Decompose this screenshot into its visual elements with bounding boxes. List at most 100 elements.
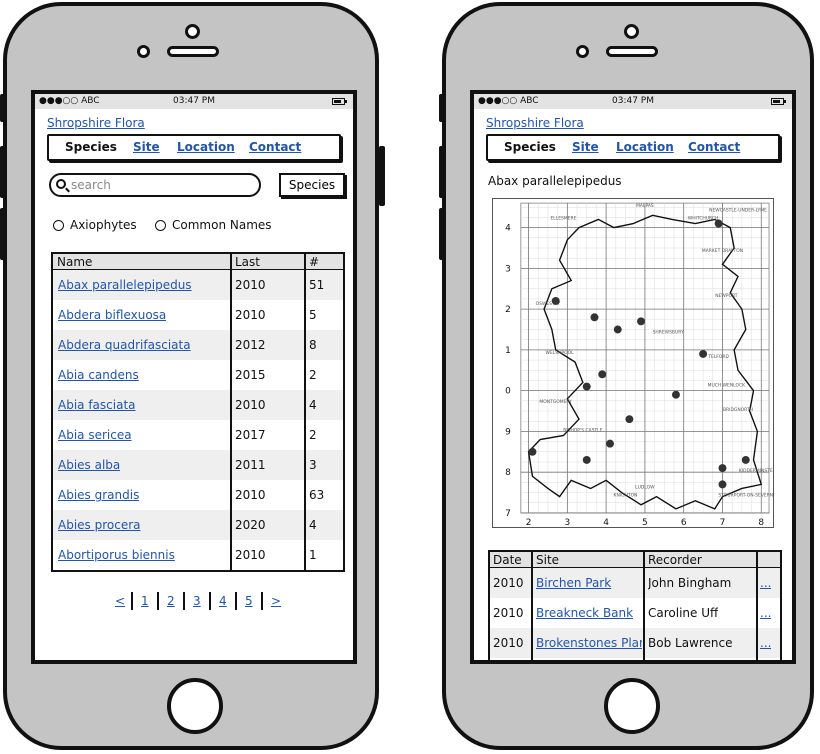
site-link[interactable]: Birchen Park: [536, 576, 612, 590]
last-record-year: 2010: [235, 548, 266, 562]
y-tick-label: 1: [505, 346, 511, 356]
recorder-name: Bob Lawrence: [648, 636, 733, 650]
search-box: [49, 173, 261, 197]
place-label: TELFORD: [707, 354, 729, 360]
site-link[interactable]: Breakneck Bank: [536, 606, 634, 620]
place-label: ELLESMERE: [550, 215, 576, 221]
page-next-link[interactable]: >: [271, 594, 282, 608]
home-button[interactable]: [604, 678, 660, 734]
search-icon: [56, 179, 66, 189]
page-link-3[interactable]: 3: [193, 594, 201, 608]
y-tick-label: 8: [505, 468, 511, 478]
radio-circle-icon: [53, 219, 64, 231]
last-record-year: 2011: [235, 458, 266, 472]
y-tick-label: 4: [505, 224, 511, 234]
nav-bar: Species Site Location Contact: [486, 134, 780, 161]
tab-location[interactable]: Location: [177, 140, 235, 154]
place-label: NEWCASTLE-UNDER-LYME: [709, 207, 767, 213]
more-link[interactable]: ...: [760, 576, 772, 590]
species-name-link[interactable]: Abortiporus biennis: [58, 548, 175, 562]
pager-divider: [209, 592, 211, 610]
last-record-year: 2010: [235, 278, 266, 292]
battery-icon: [771, 98, 786, 105]
x-tick-label: 5: [642, 518, 648, 528]
species-name-link[interactable]: Abia fasciata: [58, 398, 136, 412]
table-row: Abies alba 2011 3: [53, 450, 343, 480]
table-row: 2010 Birchen Park John Bingham...: [490, 568, 780, 598]
battery-icon: [332, 98, 347, 105]
species-name-link[interactable]: Abdera quadrifasciata: [58, 338, 191, 352]
species-name-link[interactable]: Abia candens: [58, 368, 139, 382]
record-count: 51: [309, 278, 325, 292]
page-prev-link[interactable]: <: [115, 594, 126, 608]
app-title-link[interactable]: Shropshire Flora: [47, 116, 145, 130]
x-tick-label: 8: [758, 518, 764, 528]
mute-switch: [439, 94, 445, 122]
app-title-link[interactable]: Shropshire Flora: [486, 116, 584, 130]
place-label: NEWPORT: [715, 293, 738, 299]
record-count: 63: [309, 488, 325, 502]
home-button[interactable]: [167, 678, 223, 734]
y-tick-label: 0: [505, 387, 511, 397]
page-link-1[interactable]: 1: [141, 594, 149, 608]
carrier-label: ●●●○○ ABC: [478, 96, 539, 106]
place-label: WELSHPOOL: [546, 350, 575, 356]
table-row: Abies procera 2020 4: [53, 510, 343, 540]
table-row: Abdera biflexuosa 2010 5: [53, 300, 343, 330]
last-record-year: 2010: [235, 398, 266, 412]
radio-circle-icon: [155, 219, 166, 231]
page-link-4[interactable]: 4: [219, 594, 227, 608]
tab-location[interactable]: Location: [616, 140, 674, 154]
radio-common-names[interactable]: Common Names: [155, 218, 272, 232]
species-name-link[interactable]: Abies grandis: [58, 488, 140, 502]
tab-contact[interactable]: Contact: [688, 140, 741, 154]
column-header-date: Date: [493, 553, 522, 567]
screen-species-list: ●●●○○ ABC 03:47 PM Shropshire Flora Spec…: [31, 90, 357, 664]
x-tick-label: 3: [565, 518, 571, 528]
place-label: WHITCHURCH: [688, 215, 719, 221]
county-boundary: [527, 214, 763, 510]
place-label: BRIDGNORTH: [723, 407, 753, 413]
tab-species[interactable]: Species: [504, 140, 556, 154]
species-name-link[interactable]: Abdera biflexuosa: [58, 308, 167, 322]
species-name-link[interactable]: Abies alba: [58, 458, 121, 472]
y-tick-label: 7: [505, 509, 511, 519]
mute-switch: [0, 94, 6, 122]
record-count: 4: [309, 518, 317, 532]
record-count: 5: [309, 308, 317, 322]
radio-label: Axiophytes: [70, 218, 137, 232]
tab-contact[interactable]: Contact: [249, 140, 302, 154]
search-input[interactable]: [71, 177, 251, 193]
tab-site[interactable]: Site: [133, 140, 160, 154]
status-bar: ●●●○○ ABC 03:47 PM: [474, 94, 792, 109]
page-link-5[interactable]: 5: [245, 594, 253, 608]
species-name-link[interactable]: Abies procera: [58, 518, 141, 532]
tab-species[interactable]: Species: [65, 140, 117, 154]
site-link[interactable]: Brokenstones Plar: [536, 636, 642, 650]
column-divider: [230, 254, 232, 570]
species-name-link[interactable]: Abax parallelepipedus: [58, 278, 192, 292]
sensor-icon: [576, 45, 589, 58]
table-row: Abies grandis 2010 63: [53, 480, 343, 510]
more-link[interactable]: ...: [760, 606, 772, 620]
tab-site[interactable]: Site: [572, 140, 599, 154]
record-date: 2010: [493, 636, 524, 650]
pagination: < 1 2 3 4 5 >: [115, 592, 295, 612]
radio-axiophytes[interactable]: Axiophytes: [53, 218, 137, 232]
species-search-button[interactable]: Species: [279, 173, 345, 197]
x-tick-label: 4: [603, 518, 609, 528]
place-label: BISHOP'S CASTLE: [563, 427, 602, 433]
record-dot: [741, 455, 750, 464]
page-link-2[interactable]: 2: [167, 594, 175, 608]
place-label: LUDLOW: [635, 484, 655, 490]
table-row: Abortiporus biennis 2010 1: [53, 540, 343, 570]
carrier-label: ●●●○○ ABC: [39, 96, 100, 106]
x-tick-label: 6: [681, 518, 687, 528]
recorder-name: John Bingham: [648, 576, 732, 590]
species-name-link[interactable]: Abia sericea: [58, 428, 132, 442]
table-row: Abia sericea 2017 2: [53, 420, 343, 450]
more-link[interactable]: ...: [760, 636, 772, 650]
place-label: MARKET DRAYTON: [702, 248, 743, 254]
last-record-year: 2010: [235, 488, 266, 502]
